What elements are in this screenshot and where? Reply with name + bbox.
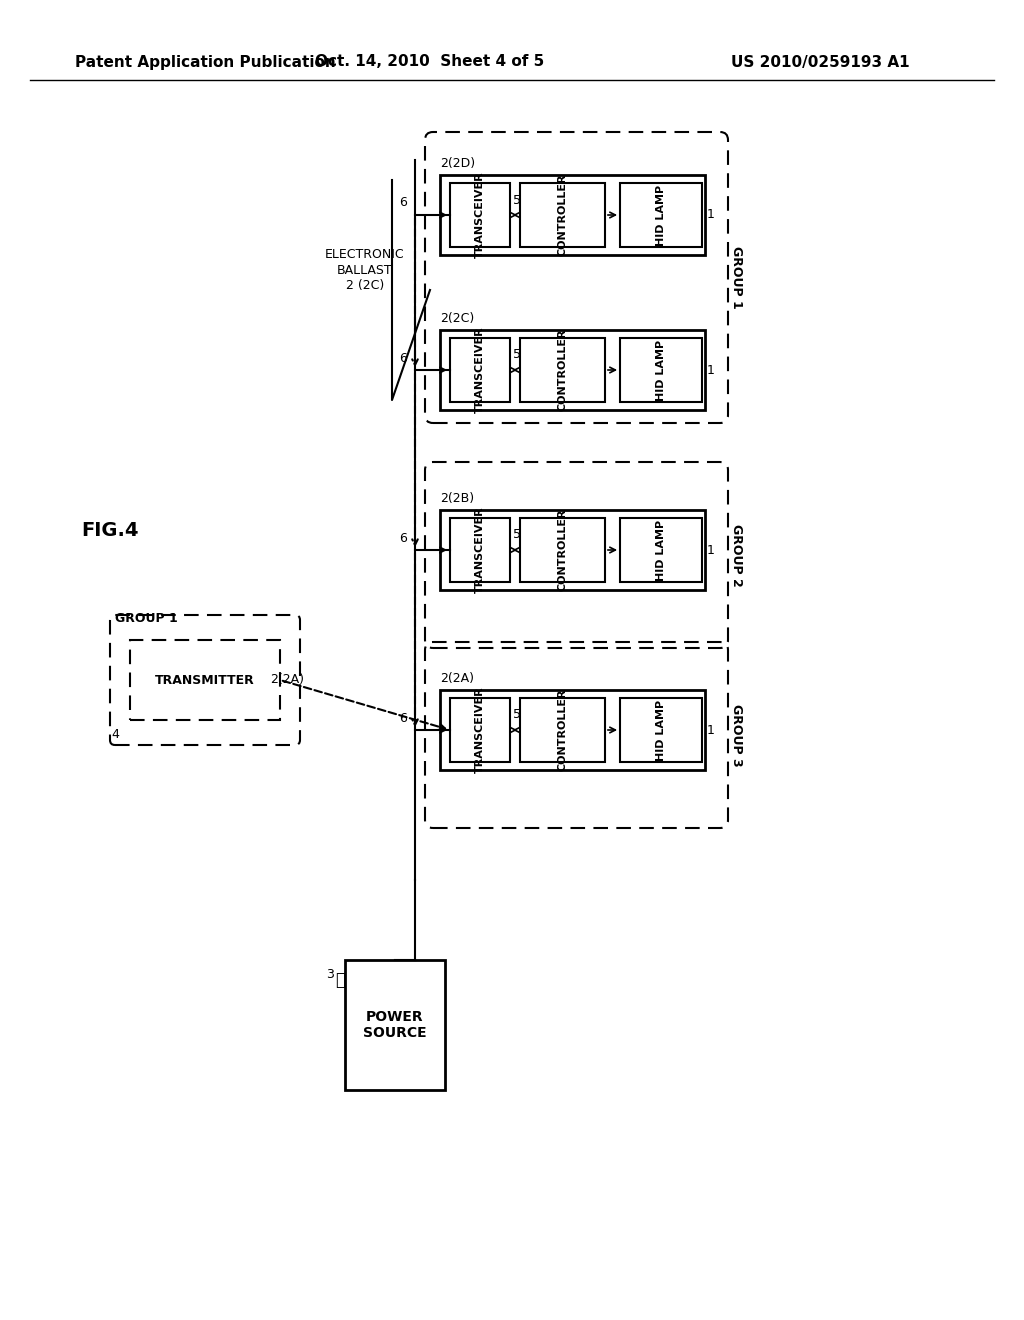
Text: 6: 6 — [399, 197, 407, 210]
Text: 6: 6 — [399, 351, 407, 364]
Bar — [450, 698, 510, 762]
Text: 1: 1 — [707, 209, 715, 222]
Text: 5: 5 — [513, 348, 521, 362]
Text: TRANSMITTER: TRANSMITTER — [155, 673, 255, 686]
Text: 5: 5 — [513, 528, 521, 541]
Text: FIG.4: FIG.4 — [81, 520, 138, 540]
Text: US 2010/0259193 A1: US 2010/0259193 A1 — [731, 54, 909, 70]
Text: 4: 4 — [111, 729, 119, 742]
Text: GROUP 3: GROUP 3 — [730, 704, 743, 767]
Bar — [450, 338, 510, 403]
Text: 1: 1 — [707, 723, 715, 737]
Bar — [440, 176, 705, 255]
Text: ⨿: ⨿ — [335, 972, 345, 989]
Text: HID LAMP: HID LAMP — [656, 185, 666, 246]
Text: TRANSCEIVER: TRANSCEIVER — [475, 686, 485, 774]
Text: CONTROLLER: CONTROLLER — [557, 689, 567, 771]
Text: 5: 5 — [513, 194, 521, 206]
Bar — [620, 338, 702, 403]
Text: ELECTRONIC
BALLAST
2 (2C): ELECTRONIC BALLAST 2 (2C) — [326, 248, 404, 292]
Text: CONTROLLER: CONTROLLER — [557, 174, 567, 256]
Text: TRANSCEIVER: TRANSCEIVER — [475, 172, 485, 259]
Text: 2(2A): 2(2A) — [440, 672, 474, 685]
Text: 2(2C): 2(2C) — [440, 312, 474, 325]
Text: HID LAMP: HID LAMP — [656, 700, 666, 760]
Bar — [520, 338, 605, 403]
Bar — [520, 517, 605, 582]
Bar — [520, 698, 605, 762]
Text: CONTROLLER: CONTROLLER — [557, 329, 567, 412]
Text: CONTROLLER: CONTROLLER — [557, 508, 567, 591]
Text: HID LAMP: HID LAMP — [656, 520, 666, 581]
Bar — [520, 183, 605, 247]
Bar — [440, 510, 705, 590]
Text: GROUP 1: GROUP 1 — [115, 612, 178, 624]
Bar — [440, 330, 705, 411]
Text: HID LAMP: HID LAMP — [656, 339, 666, 400]
Bar — [345, 960, 445, 1090]
Text: 1: 1 — [707, 544, 715, 557]
Text: 2(2B): 2(2B) — [440, 492, 474, 506]
Text: GROUP 1: GROUP 1 — [730, 246, 743, 309]
Bar — [450, 183, 510, 247]
Text: 5: 5 — [513, 709, 521, 722]
Bar — [620, 517, 702, 582]
Text: Patent Application Publication: Patent Application Publication — [75, 54, 336, 70]
Bar — [620, 698, 702, 762]
Bar — [450, 517, 510, 582]
Text: 2(2D): 2(2D) — [440, 157, 475, 170]
Text: GROUP 2: GROUP 2 — [730, 524, 743, 586]
Text: POWER
SOURCE: POWER SOURCE — [364, 1010, 427, 1040]
Bar — [620, 183, 702, 247]
Text: TRANSCEIVER: TRANSCEIVER — [475, 326, 485, 413]
Text: 6: 6 — [399, 711, 407, 725]
Text: 3: 3 — [326, 969, 334, 982]
Text: 2(2A): 2(2A) — [270, 673, 304, 686]
Text: 6: 6 — [399, 532, 407, 544]
Text: Oct. 14, 2010  Sheet 4 of 5: Oct. 14, 2010 Sheet 4 of 5 — [315, 54, 545, 70]
Text: 1: 1 — [707, 363, 715, 376]
Bar — [440, 690, 705, 770]
Text: TRANSCEIVER: TRANSCEIVER — [475, 507, 485, 593]
